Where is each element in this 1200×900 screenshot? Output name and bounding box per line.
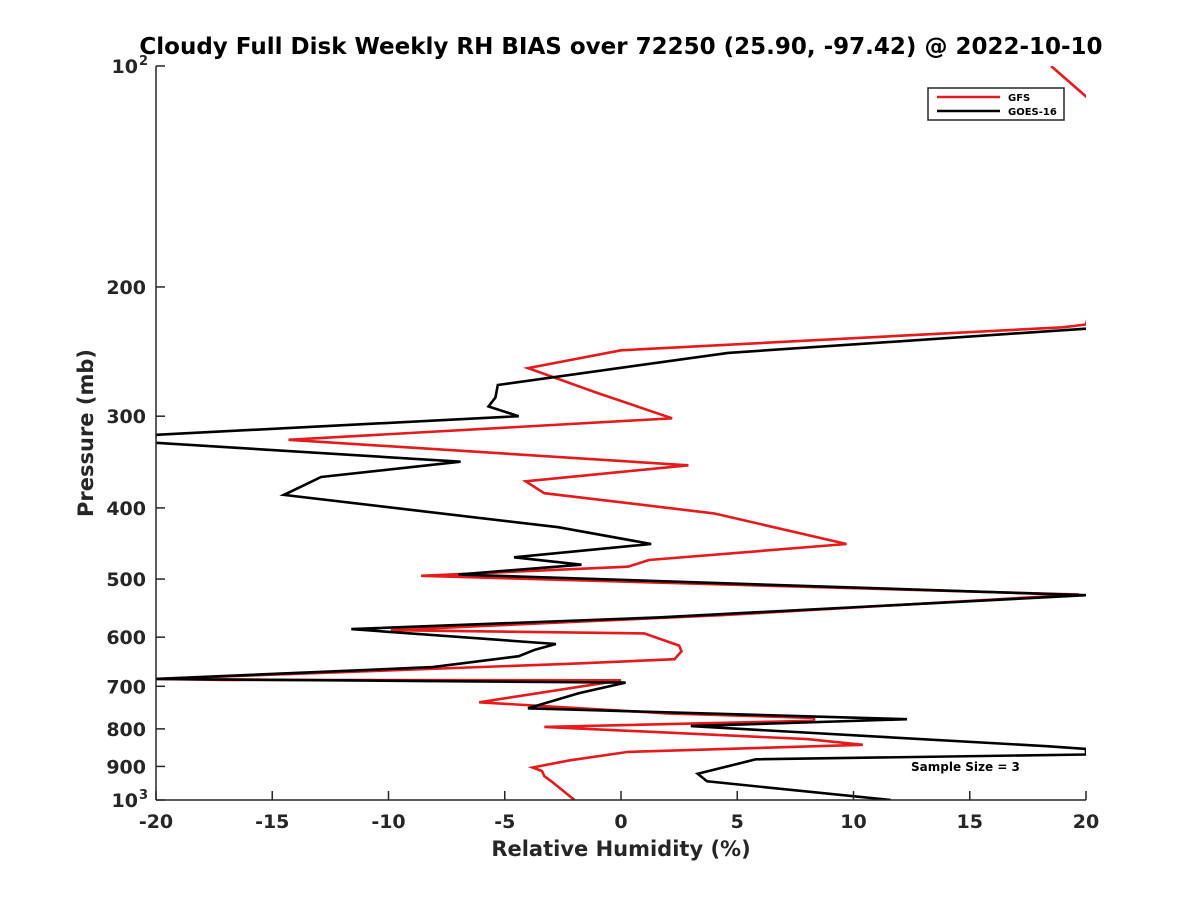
series-line-gfs [156, 66, 1086, 800]
y-tick-label: 700 [106, 676, 146, 698]
axes-layer [155, 66, 1086, 801]
y-tick-label: 200 [106, 277, 146, 299]
x-tick-label: 20 [1073, 811, 1099, 833]
legend-box [927, 87, 1065, 121]
x-tick-label: -20 [139, 811, 173, 833]
y-tick-label: 900 [106, 756, 146, 778]
y-tick-exponent: 3 [139, 788, 148, 803]
x-tick-label: 0 [614, 811, 627, 833]
y-axis-label: Pressure (mb) [74, 349, 98, 517]
y-tick-label: 10 [112, 56, 138, 78]
legend-label-goes16: GOES-16 [1008, 107, 1057, 118]
x-tick-label: -15 [255, 811, 289, 833]
y-tick-label: 800 [106, 719, 146, 741]
x-tick-label: 10 [840, 811, 866, 833]
x-tick-label: 5 [731, 811, 744, 833]
x-ticks: -20 -15 -10 -5 0 5 10 15 20 [139, 791, 1099, 833]
x-tick-label: -10 [371, 811, 405, 833]
x-tick-label: 15 [957, 811, 983, 833]
legend-label-gfs: GFS [1008, 93, 1030, 104]
y-tick-label: 10 [112, 790, 138, 812]
series-layer [156, 66, 1086, 800]
y-tick-label: 500 [106, 569, 146, 591]
sample-size-annotation: Sample Size = 3 [911, 760, 1020, 774]
chart-title: Cloudy Full Disk Weekly RH BIAS over 722… [139, 34, 1102, 60]
y-tick-label: 400 [106, 498, 146, 520]
x-tick-label: -5 [494, 811, 515, 833]
y-tick-label: 600 [106, 627, 146, 649]
series-line-goes16 [156, 327, 1086, 800]
x-axis-label: Relative Humidity (%) [491, 837, 750, 861]
legend: GFS GOES-16 [927, 87, 1065, 121]
y-tick-label: 300 [106, 406, 146, 428]
y-tick-exponent: 2 [139, 54, 148, 69]
